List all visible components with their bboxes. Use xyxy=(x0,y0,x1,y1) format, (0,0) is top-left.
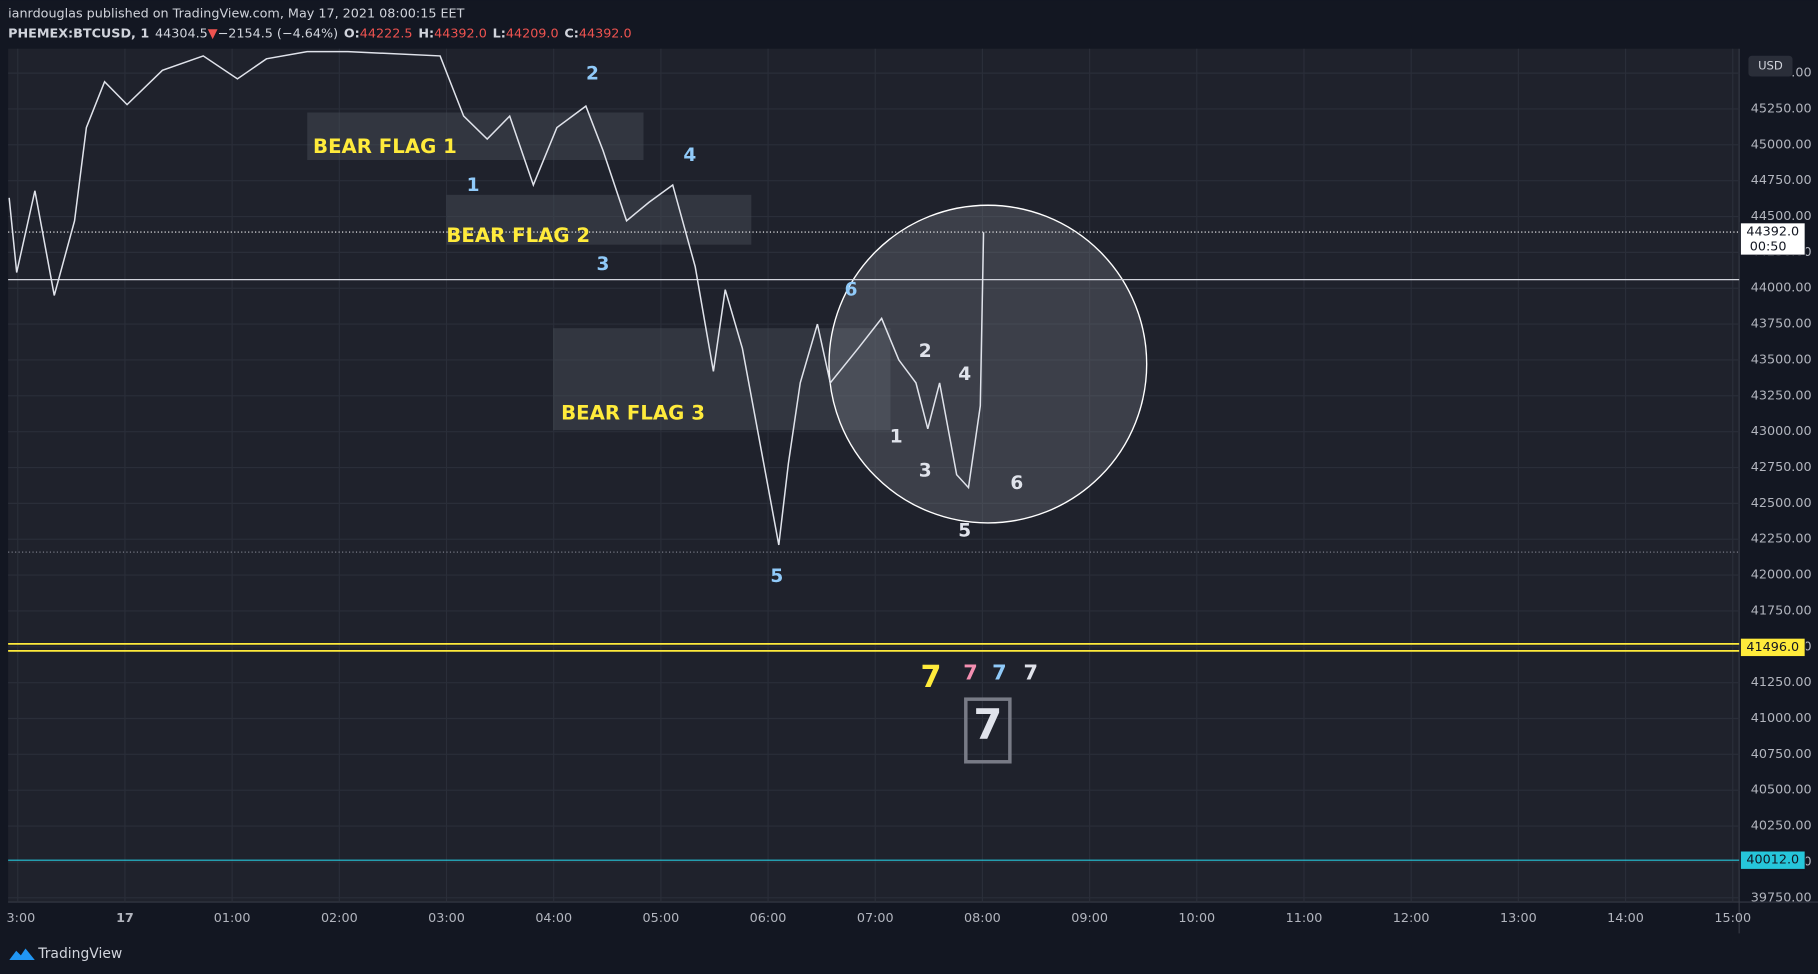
y-tick-label: 40250.00 xyxy=(1751,819,1812,834)
wave-label: 7 xyxy=(1023,661,1038,685)
wave-label: 2 xyxy=(919,341,932,362)
x-tick-label: 08:00 xyxy=(964,911,1001,926)
y-tick-label: 44750.00 xyxy=(1751,173,1812,188)
x-tick-label: 02:00 xyxy=(321,911,358,926)
y-tick-label: 43000.00 xyxy=(1751,424,1812,439)
flag-box xyxy=(446,194,752,245)
annotations: 2 BEAR FLAG 1 1 4 BEAR FLAG 2 3 BEAR FLAG 3 5 6 2… xyxy=(313,64,1038,749)
price-tag xyxy=(1739,850,1806,871)
currency: USD xyxy=(1758,59,1783,73)
header-c-key: C: xyxy=(564,26,578,41)
header-l-key: L: xyxy=(493,26,506,41)
pattern-label: BEAR FLAG 3 xyxy=(561,401,705,424)
currency-badge xyxy=(1748,55,1793,77)
y-tick-label: 45000.00 xyxy=(1751,137,1812,152)
x-tick-label: 11:00 xyxy=(1286,911,1323,926)
wave-label: 6 xyxy=(1010,473,1023,494)
flag-box xyxy=(307,112,644,161)
plot: 44392.000:50 41496.0 40012.0 xyxy=(8,50,1806,871)
symbol-line: PHEMEX:BTCUSD, 1 44304.5▼−2154.5 (−4.64%)… xyxy=(8,26,631,41)
x-tick-label: 04:00 xyxy=(535,911,572,926)
header-change: −2154.5 (−4.64%) xyxy=(218,26,338,41)
x-tick-label: 10:00 xyxy=(1178,911,1215,926)
x-tick-label: 12:00 xyxy=(1393,911,1430,926)
y-tick-label: 42000.00 xyxy=(1751,568,1812,583)
wave-label: 4 xyxy=(958,364,971,385)
wave-label: 7 xyxy=(963,661,978,685)
y-tick-label: 41000.00 xyxy=(1751,711,1812,726)
wave-label: 7 xyxy=(921,660,942,695)
price-tag-label: 44392.0 xyxy=(1746,225,1799,240)
header-arrow: ▼ xyxy=(208,26,218,41)
price-tag xyxy=(1739,222,1806,256)
wave-label: 4 xyxy=(683,145,696,166)
y-tick-label: 45250.00 xyxy=(1751,101,1812,116)
y-tick-label: 42500.00 xyxy=(1751,496,1812,511)
brand: TradingView xyxy=(37,946,122,962)
y-tick-label: 41750.00 xyxy=(1751,603,1812,618)
y-tick-label: 39750.00 xyxy=(1751,890,1812,905)
x-tick-label: 09:00 xyxy=(1071,911,1108,926)
flag-boxes xyxy=(307,112,1148,764)
header-h: 44392.0 xyxy=(434,26,487,41)
price-tag-label: 41496.0 xyxy=(1746,640,1799,655)
wave-label: 7 xyxy=(973,700,1002,749)
x-tick-label: 14:00 xyxy=(1607,911,1644,926)
x-tick-label: 13:00 xyxy=(1500,911,1537,926)
y-tick-label: 42750.00 xyxy=(1751,460,1812,475)
y-tick-label: 40500.00 xyxy=(1751,783,1812,798)
x-tick-label: 01:00 xyxy=(214,911,251,926)
pattern-label: BEAR FLAG 2 xyxy=(446,224,590,247)
header-last: 44304.5 xyxy=(155,26,208,41)
wave-label: 5 xyxy=(958,521,971,542)
wave-label: 5 xyxy=(770,566,783,587)
wave-label: 3 xyxy=(919,460,932,481)
symbol-info: PHEMEX:BTCUSD, 1 44304.5▼−2154.5 (−4.64%)… xyxy=(8,26,631,41)
publish-info: ianrdouglas published on TradingView.com… xyxy=(8,6,464,21)
y-tick-label: 44500.00 xyxy=(1751,209,1812,224)
price-line xyxy=(8,50,985,546)
y-tick-label: 41250.00 xyxy=(1751,675,1812,690)
highlight-circle xyxy=(828,204,1148,524)
header-o-key: O: xyxy=(344,26,360,41)
price-tag-label: 40012.0 xyxy=(1746,853,1799,868)
x-tick-label: 15:00 xyxy=(1714,911,1751,926)
y-tick-label: 44000.00 xyxy=(1751,281,1812,296)
countdown: 00:50 xyxy=(1750,240,1787,255)
x-tick-label: 06:00 xyxy=(750,911,787,926)
y-tick-label: 43250.00 xyxy=(1751,388,1812,403)
header-h-key: H: xyxy=(418,26,434,41)
x-tick-label: 3:00 xyxy=(7,911,36,926)
wave-label: 2 xyxy=(586,64,599,85)
x-tick-label: 03:00 xyxy=(428,911,465,926)
wave-label: 7 xyxy=(992,661,1007,685)
wave-label: 3 xyxy=(596,254,609,275)
y-tick-label: 40750.00 xyxy=(1751,747,1812,762)
header-l: 44209.0 xyxy=(506,26,559,41)
wave-label: 6 xyxy=(845,279,858,300)
header-o: 44222.5 xyxy=(360,26,413,41)
x-tick-label: 05:00 xyxy=(642,911,679,926)
wave-label: 1 xyxy=(890,427,903,448)
x-tick-label: 17 xyxy=(116,911,134,926)
highlight-box xyxy=(964,697,1012,764)
pattern-label: BEAR FLAG 1 xyxy=(313,135,457,158)
x-tick-label: 07:00 xyxy=(857,911,894,926)
wave-label: 1 xyxy=(467,175,480,196)
y-tick-label: 42250.00 xyxy=(1751,532,1812,547)
price-tag xyxy=(1739,637,1806,658)
header-c: 44392.0 xyxy=(579,26,632,41)
y-tick-label: 43500.00 xyxy=(1751,352,1812,367)
y-tick-label: 43750.00 xyxy=(1751,317,1812,332)
logo xyxy=(9,948,35,961)
header-symbol: PHEMEX:BTCUSD, 1 xyxy=(8,26,149,41)
